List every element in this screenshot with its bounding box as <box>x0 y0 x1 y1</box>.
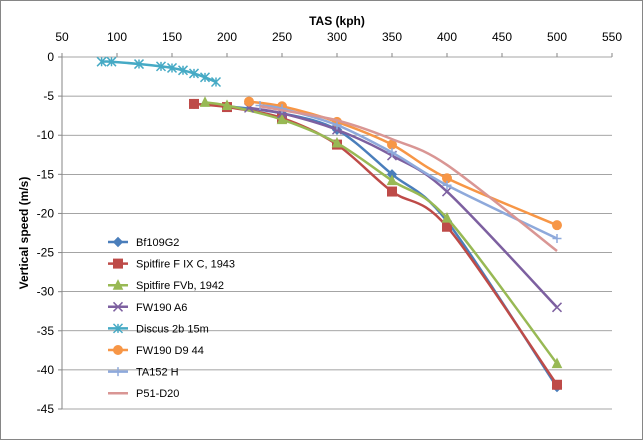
y-tick-label: -25 <box>37 246 55 260</box>
legend-label: FW190 D9 44 <box>136 345 204 357</box>
data-point <box>552 233 562 243</box>
legend-entry: Spitfire F IX C, 1943 <box>108 258 235 271</box>
series-spitfire-fvb-1942 <box>199 96 563 369</box>
series-ta152-h <box>255 100 562 243</box>
data-point <box>441 186 453 197</box>
data-point <box>276 113 288 125</box>
x-tick-label: 300 <box>327 30 347 44</box>
x-tick-label: 250 <box>272 30 292 44</box>
x-tick-label: 550 <box>602 30 622 44</box>
series-line <box>248 100 558 227</box>
legend-label: Spitfire FVb, 1942 <box>136 280 224 292</box>
legend-label: FW190 A6 <box>136 302 187 314</box>
legend-entry: TA152 H <box>108 367 179 379</box>
legend-entry: Bf109G2 <box>108 236 179 249</box>
data-point <box>188 68 200 79</box>
y-axis-title: Vertical speed (m/s) <box>17 177 31 290</box>
y-tick-label: -20 <box>37 206 55 220</box>
legend-swatch-marker <box>112 301 124 312</box>
x-tick-label: 400 <box>437 30 457 44</box>
data-point <box>331 136 343 148</box>
x-tick-label: 500 <box>547 30 567 44</box>
data-point <box>244 96 254 107</box>
data-point <box>199 72 211 83</box>
legend: Bf109G2 Spitfire F IX C, 1943 Spitfire FVb… <box>108 236 235 400</box>
data-point <box>177 65 189 76</box>
series-discus-2b-15m <box>96 56 222 88</box>
legend-swatch-marker <box>112 236 124 248</box>
legend-swatch-marker <box>112 323 124 334</box>
legend-label: Discus 2b 15m <box>136 323 209 335</box>
legend-entry: Spitfire FVb, 1942 <box>108 279 224 292</box>
data-point <box>133 59 145 70</box>
y-tick-label: -10 <box>37 128 55 142</box>
data-point <box>442 180 452 190</box>
legend-label: Spitfire F IX C, 1943 <box>136 259 235 271</box>
x-tick-label: 50 <box>55 30 69 44</box>
y-tick-label: -45 <box>37 402 55 416</box>
legend-entry: Discus 2b 15m <box>108 323 209 335</box>
data-point <box>552 220 562 231</box>
data-point <box>386 174 398 186</box>
series-p51-d20 <box>259 105 558 252</box>
series-line <box>259 104 558 240</box>
data-point <box>166 62 178 73</box>
y-tick-label: -15 <box>37 167 55 181</box>
legend-entry: FW190 D9 44 <box>108 345 204 357</box>
legend-label: TA152 H <box>136 367 179 379</box>
legend-swatch-marker <box>113 367 123 377</box>
x-tick-label: 450 <box>492 30 512 44</box>
y-tick-label: -5 <box>43 89 54 103</box>
gridlines <box>62 56 612 410</box>
data-point <box>551 302 563 313</box>
axes: 0 -5 -10 -15 -20 -25 -30 -35 -40 -45 50 100 150 200 25… <box>37 30 623 416</box>
legend-label: Bf109G2 <box>136 237 179 249</box>
series-line <box>204 101 558 365</box>
data-point <box>155 61 167 72</box>
x-tick-label: 200 <box>217 30 237 44</box>
x-tick-label: 150 <box>162 30 182 44</box>
y-tick-label: -40 <box>37 363 55 377</box>
data-point <box>189 98 199 109</box>
y-tick-label: 0 <box>47 50 54 64</box>
legend-swatch-marker <box>112 279 124 290</box>
data-point <box>441 212 453 223</box>
series-line <box>259 105 558 252</box>
y-tick-label: -30 <box>37 285 55 299</box>
y-tick-label: -35 <box>37 324 55 338</box>
data-point <box>96 56 107 67</box>
legend-entry: FW190 A6 <box>108 301 187 314</box>
data-point <box>221 99 233 110</box>
series-area <box>96 56 563 393</box>
series-line <box>248 106 558 309</box>
legend-swatch-marker <box>113 345 123 355</box>
legend-label: P51-D20 <box>136 388 179 400</box>
legend-entry: P51-D20 <box>108 388 179 400</box>
data-point <box>387 186 397 197</box>
data-point <box>552 379 562 390</box>
x-tick-label: 100 <box>107 30 127 44</box>
data-point <box>387 147 397 157</box>
data-point <box>106 56 117 67</box>
x-tick-label: 350 <box>382 30 402 44</box>
data-point <box>551 357 563 369</box>
x-axis-title: TAS (kph) <box>309 14 365 28</box>
data-point <box>210 77 222 88</box>
data-point <box>332 120 342 130</box>
data-point <box>199 96 211 107</box>
legend-swatch-marker <box>113 258 123 269</box>
data-point <box>255 100 265 110</box>
